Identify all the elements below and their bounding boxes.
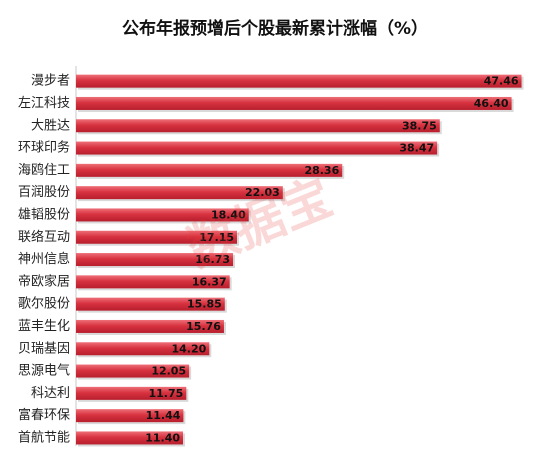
category-label: 科达利 (31, 386, 70, 401)
category-label: 贝瑞基因 (18, 341, 70, 356)
category-label: 海鸥住工 (18, 162, 70, 178)
bar-15 (76, 386, 187, 400)
value-label: 22.03 (245, 186, 280, 199)
value-label: 18.40 (211, 208, 246, 221)
category-label: 联络互动 (18, 229, 70, 245)
bar-2 (76, 96, 512, 110)
value-label: 16.37 (192, 275, 227, 288)
category-label: 神州信息 (18, 251, 70, 267)
value-label: 17.15 (199, 231, 234, 244)
bar-3 (76, 119, 440, 133)
bar-4 (76, 141, 438, 155)
category-label: 蓝丰生化 (18, 319, 70, 334)
category-label: 歌尔股份 (18, 297, 70, 312)
bar-8 (76, 230, 237, 244)
value-labels-group: 47.46 46.40 38.75 38.47 28.36 22.03 18.40 17.15… (145, 75, 519, 445)
bar-13 (76, 342, 210, 356)
category-label: 百润股份 (18, 185, 70, 200)
value-label: 12.05 (151, 365, 186, 378)
bar-16 (76, 409, 184, 423)
value-label: 47.46 (484, 75, 519, 88)
bar-7 (76, 208, 249, 222)
category-label: 大胜达 (31, 118, 70, 133)
value-label: 14.20 (172, 342, 207, 355)
category-label: 首航节能 (18, 429, 70, 445)
value-label: 15.85 (187, 298, 222, 311)
bar-12 (76, 319, 224, 333)
bars-group (76, 74, 524, 447)
category-label: 漫步者 (31, 74, 70, 89)
value-label: 16.73 (195, 253, 230, 266)
value-label: 38.47 (399, 142, 434, 155)
value-label: 28.36 (304, 164, 339, 177)
value-label: 46.40 (474, 97, 509, 110)
bar-14 (76, 364, 190, 378)
chart-title: 公布年报预增后个股最新累计涨幅（%） (121, 19, 429, 39)
bar-6 (76, 186, 283, 200)
category-label: 富春环保 (18, 407, 70, 423)
category-label: 雄韬股份 (18, 207, 70, 222)
value-label: 11.40 (145, 431, 180, 444)
value-label: 15.76 (186, 320, 221, 333)
bar-5 (76, 163, 343, 177)
value-label: 11.44 (146, 409, 181, 422)
value-label: 11.75 (149, 387, 184, 400)
bar-10 (76, 275, 230, 289)
category-label: 左江科技 (18, 96, 70, 111)
bar-11 (76, 297, 225, 311)
bar-17 (76, 431, 184, 445)
bar-9 (76, 253, 234, 267)
category-labels-group: 漫步者左江科技大胜达环球印务海鸥住工百润股份雄韬股份联络互动神州信息帝欧家居歌尔… (18, 74, 70, 446)
bar-1 (76, 74, 522, 88)
category-label: 帝欧家居 (18, 273, 70, 289)
value-label: 38.75 (402, 119, 437, 132)
category-label: 环球印务 (18, 140, 70, 156)
category-label: 思源电气 (18, 363, 70, 379)
